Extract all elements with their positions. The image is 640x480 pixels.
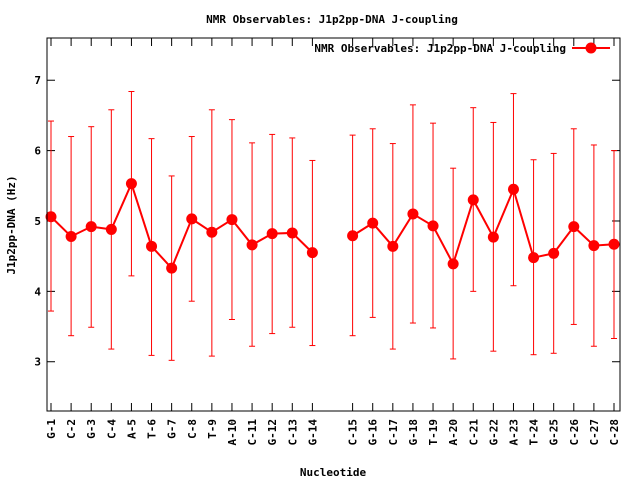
x-tick-label: T-9 [206, 419, 219, 439]
data-point [85, 221, 97, 233]
x-tick-label: C-11 [246, 419, 259, 446]
x-tick-label: C-2 [65, 419, 78, 439]
y-tick-label: 4 [34, 285, 41, 298]
x-tick-label: G-1 [45, 419, 58, 439]
x-tick-label: C-26 [568, 419, 581, 446]
plot-area: 3 4 5 6 7 G-1 C-2 G-3 C-4 A-5 T-6 G-7 C-8 T-9 A-10 C-11… [34, 38, 621, 446]
x-tick-label: C-15 [347, 419, 360, 446]
data-point [105, 223, 117, 235]
data-point [286, 227, 298, 239]
y-tick-label: 3 [34, 356, 41, 369]
x-tick-label: C-17 [387, 419, 400, 446]
data-point [347, 230, 359, 242]
data-point [206, 226, 218, 238]
x-tick-label: G-18 [407, 419, 420, 446]
x-tick-label: G-14 [306, 419, 319, 446]
x-tick-label: G-12 [266, 419, 279, 446]
data-point [226, 214, 238, 226]
data-point [125, 178, 137, 190]
x-tick-label: C-27 [588, 419, 601, 446]
x-tick-label: A-5 [125, 419, 138, 439]
data-point [507, 183, 519, 195]
data-point [65, 230, 77, 242]
data-point [548, 247, 560, 259]
data-point [427, 220, 439, 232]
data-point [608, 238, 620, 250]
x-tick-label: G-22 [487, 419, 500, 446]
data-point [588, 240, 600, 252]
x-tick-label: G-7 [166, 419, 179, 439]
x-tick-label: C-21 [467, 419, 480, 446]
x-tick-label: G-16 [367, 419, 380, 446]
data-point [266, 228, 278, 240]
y-tick-label: 6 [34, 145, 41, 158]
y-tick-label: 7 [34, 74, 41, 87]
x-tick-label: T-24 [528, 419, 541, 446]
x-tick-label: G-3 [85, 419, 98, 439]
data-point [306, 247, 318, 259]
x-tick-label: A-20 [447, 419, 460, 446]
legend-label: NMR Observables: J1p2pp-DNA J-coupling [314, 42, 566, 55]
data-point [467, 194, 479, 206]
data-point [246, 239, 258, 251]
x-tick-label: C-4 [105, 419, 118, 439]
data-point [367, 217, 379, 229]
x-tick-label: G-25 [548, 419, 561, 446]
data-point [146, 240, 158, 252]
y-axis-label: J1p2pp-DNA (Hz) [5, 175, 18, 274]
x-tick-label: A-23 [507, 419, 520, 446]
chart-title: NMR Observables: J1p2pp-DNA J-coupling [206, 13, 458, 26]
data-point [166, 262, 178, 274]
data-point [528, 252, 540, 264]
data-point [487, 231, 499, 243]
data-point [186, 213, 198, 225]
data-point [387, 240, 399, 252]
x-tick-label: T-19 [427, 419, 440, 446]
data-point [568, 221, 580, 233]
x-tick-label: C-13 [286, 419, 299, 446]
data-point [407, 208, 419, 220]
x-tick-label: A-10 [226, 419, 239, 446]
y-tick-label: 5 [34, 215, 41, 228]
legend: NMR Observables: J1p2pp-DNA J-coupling [314, 42, 610, 55]
x-axis-label: Nucleotide [300, 466, 367, 479]
x-tick-label: C-8 [186, 419, 199, 439]
data-point [447, 258, 459, 270]
plot-frame [46, 37, 621, 412]
x-tick-label: T-6 [146, 419, 159, 439]
series-line [352, 186, 615, 267]
x-tick-label: C-28 [608, 419, 621, 446]
data-point [45, 211, 57, 223]
legend-marker [585, 42, 597, 54]
